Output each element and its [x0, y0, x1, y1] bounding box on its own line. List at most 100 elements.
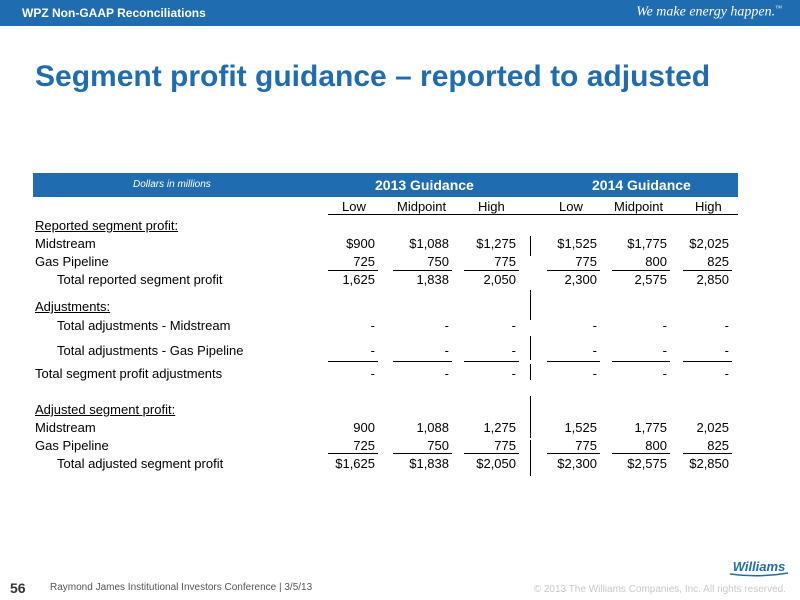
year-divider — [530, 364, 531, 380]
col-header-2014-midpoint: Midpoint — [614, 199, 664, 214]
copyright: © 2013 The Williams Companies, Inc. All … — [533, 584, 786, 595]
table-cell: - — [444, 366, 449, 381]
table-cell: - — [370, 366, 375, 381]
page-title: Segment profit guidance – reported to ad… — [35, 60, 711, 93]
tagline: We make energy happen.™ — [636, 4, 782, 21]
table-cell: - — [592, 366, 597, 381]
logo-text: Williams — [733, 559, 786, 574]
table-cell: - — [724, 366, 729, 381]
subtotal-rule — [683, 361, 732, 362]
table-cell: 775 — [494, 438, 516, 453]
table-cell: 825 — [707, 438, 729, 453]
year-divider — [530, 396, 531, 438]
table-cell: $1,525 — [557, 236, 597, 251]
tagline-text: We make energy happen. — [636, 4, 776, 20]
table-cell: 2,050 — [483, 272, 516, 287]
table-cell: $1,088 — [409, 236, 449, 251]
table-cell: 1,275 — [483, 420, 516, 435]
table-cell: - — [724, 318, 729, 333]
trademark: ™ — [775, 4, 782, 12]
subtotal-rule — [393, 453, 452, 454]
table-cell: - — [511, 343, 516, 358]
table-cell: $2,025 — [689, 236, 729, 251]
table-cell: $2,850 — [689, 456, 729, 471]
table-cell: 2,300 — [564, 272, 597, 287]
row-label: Total adjustments - Midstream — [57, 318, 231, 333]
year-divider — [530, 440, 531, 476]
williams-logo: Williams — [729, 559, 789, 577]
table-cell: 775 — [575, 254, 597, 269]
row-label: Gas Pipeline — [35, 254, 109, 269]
subtotal-rule — [612, 270, 670, 271]
subtotal-rule — [464, 361, 519, 362]
table-cell: 1,625 — [342, 272, 375, 287]
table-cell: 725 — [353, 254, 375, 269]
header-rule — [328, 214, 738, 215]
subtotal-rule — [464, 453, 519, 454]
row-label: Midstream — [35, 420, 96, 435]
subtotal-rule — [328, 453, 378, 454]
table-cell: $1,625 — [335, 456, 375, 471]
table-cell: 1,838 — [416, 272, 449, 287]
table-header-band: Dollars in millions 2013 Guidance 2014 G… — [33, 173, 738, 197]
col-header-2014-high: High — [695, 199, 722, 214]
row-label: Total reported segment profit — [57, 272, 223, 287]
table-cell: - — [662, 366, 667, 381]
row-label: Midstream — [35, 236, 96, 251]
subtotal-rule — [612, 453, 670, 454]
col-header-2013-high: High — [478, 199, 505, 214]
table-cell: - — [511, 366, 516, 381]
table-cell: - — [592, 318, 597, 333]
table-cell: - — [662, 343, 667, 358]
year-divider — [530, 236, 531, 256]
subtotal-rule — [464, 270, 519, 271]
row-label: Adjustments: — [35, 299, 111, 314]
table-cell: 825 — [707, 254, 729, 269]
subtotal-rule — [393, 361, 452, 362]
table-cell: 2,025 — [696, 420, 729, 435]
table-cell: - — [724, 343, 729, 358]
subtotal-rule — [328, 361, 378, 362]
year-divider — [530, 336, 531, 360]
col-header-2014-low: Low — [559, 199, 583, 214]
table-cell: $1,838 — [409, 456, 449, 471]
table-cell: 2,850 — [696, 272, 729, 287]
table-cell: - — [511, 318, 516, 333]
table-cell: - — [444, 318, 449, 333]
col-header-2013-low: Low — [342, 199, 366, 214]
table-cell: $1,775 — [627, 236, 667, 251]
table-cell: - — [662, 318, 667, 333]
table-cell: - — [444, 343, 449, 358]
year-divider — [530, 290, 531, 320]
table-cell: 1,525 — [564, 420, 597, 435]
table-cell: 1,775 — [634, 420, 667, 435]
table-cell: $1,275 — [476, 236, 516, 251]
row-label: Adjusted segment profit: — [35, 402, 176, 417]
subtotal-rule — [612, 361, 670, 362]
top-banner: WPZ Non-GAAP Reconciliations We make ene… — [0, 0, 800, 26]
table-cell: 2,575 — [634, 272, 667, 287]
guidance-2013-header: 2013 Guidance — [375, 177, 474, 193]
subtotal-rule — [547, 270, 600, 271]
section-title: WPZ Non-GAAP Reconciliations — [22, 6, 206, 20]
subtotal-rule — [547, 361, 600, 362]
row-label: Total adjustments - Gas Pipeline — [57, 343, 244, 358]
table-cell: 750 — [427, 254, 449, 269]
table-cell: 750 — [427, 438, 449, 453]
row-label: Gas Pipeline — [35, 438, 109, 453]
subtotal-rule — [393, 270, 452, 271]
table-cell: 775 — [494, 254, 516, 269]
row-label: Total segment profit adjustments — [35, 366, 223, 381]
table-cell: 900 — [353, 420, 375, 435]
table-cell: - — [592, 343, 597, 358]
row-label: Total adjusted segment profit — [57, 456, 224, 471]
table-cell: 1,088 — [416, 420, 449, 435]
footer: 56 Raymond James Institutional Investors… — [0, 576, 800, 600]
page-number: 56 — [10, 580, 26, 596]
table-cell: 725 — [353, 438, 375, 453]
table-cell: $2,575 — [627, 456, 667, 471]
col-header-2013-midpoint: Midpoint — [397, 199, 447, 214]
guidance-2014-header: 2014 Guidance — [592, 177, 691, 193]
table-cell: - — [370, 343, 375, 358]
table-cell: $2,300 — [557, 456, 597, 471]
